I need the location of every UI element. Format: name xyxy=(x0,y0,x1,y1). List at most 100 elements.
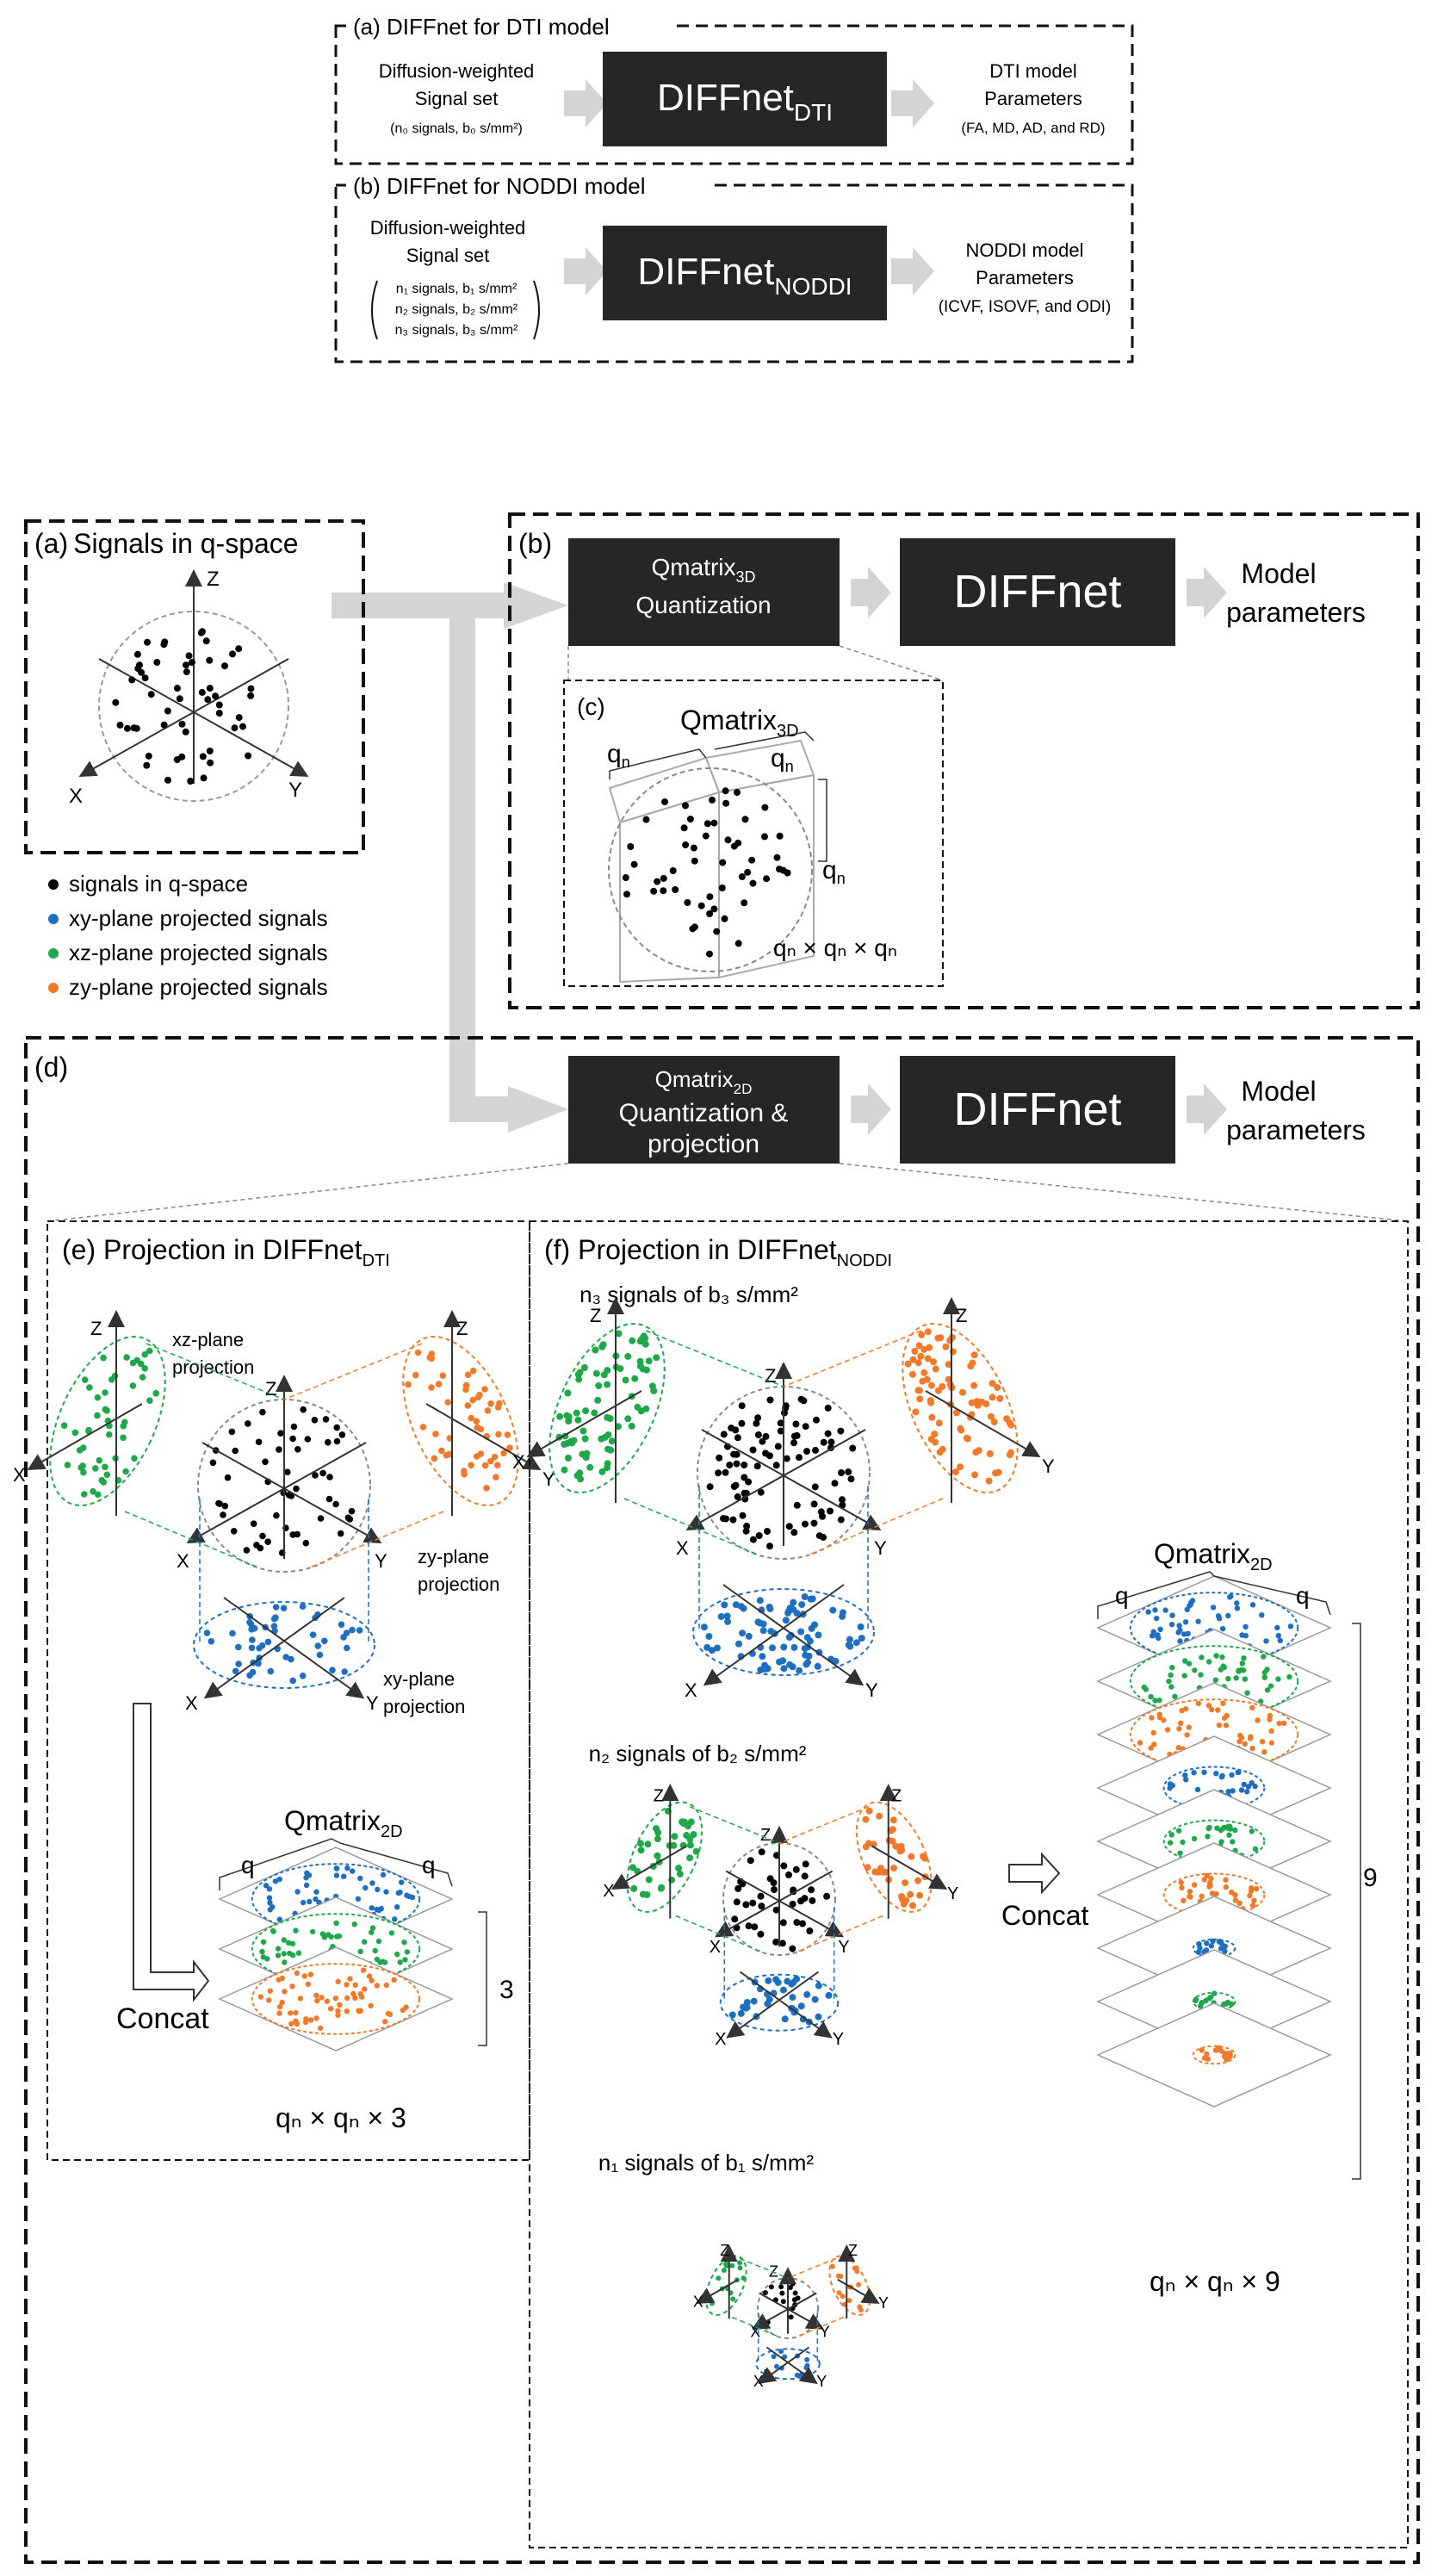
signal-dot xyxy=(372,1947,378,1954)
signal-dot xyxy=(970,1351,978,1359)
signal-dot xyxy=(1218,1946,1224,1952)
signal-dot xyxy=(802,1860,809,1868)
top-b-arrow-in xyxy=(564,247,607,295)
signal-dot xyxy=(94,1412,101,1419)
signal-dot xyxy=(248,1644,256,1652)
signal-dot xyxy=(288,2020,294,2027)
signal-dot xyxy=(307,1971,314,1977)
signal-dot xyxy=(898,1893,906,1900)
signal-dot xyxy=(640,1332,648,1340)
signal-dot xyxy=(1263,1638,1269,1644)
signal-dot xyxy=(749,1899,757,1907)
legend-dot-xy xyxy=(48,914,59,924)
signal-dot xyxy=(757,1930,765,1938)
signal-dot xyxy=(970,1381,978,1389)
signal-dot xyxy=(1150,1729,1156,1736)
signal-dot xyxy=(243,1547,251,1554)
signal-dot xyxy=(670,1841,678,1849)
signal-dot xyxy=(493,1474,499,1480)
signal-dot xyxy=(333,1437,341,1445)
qmatrix3d-qn-2: qn xyxy=(771,744,794,775)
signal-dot xyxy=(1204,1940,1210,1946)
signal-dot xyxy=(285,1940,292,1946)
signal-dot xyxy=(355,1896,362,1903)
signal-dot xyxy=(669,867,677,874)
signal-dot xyxy=(713,928,721,935)
signal-dot xyxy=(911,1348,919,1355)
signal-dot xyxy=(804,1659,811,1667)
signal-dot xyxy=(765,1996,773,2003)
signal-dot xyxy=(1198,1672,1204,1678)
signal-dot xyxy=(1195,1618,1201,1624)
shell3-label: n₃ signals of b₃ s/mm² xyxy=(579,1282,798,1307)
signal-dot xyxy=(907,1890,914,1898)
signal-dot xyxy=(208,1638,215,1645)
signal-dot xyxy=(294,2020,301,2027)
signal-dot xyxy=(145,752,152,760)
signal-dot xyxy=(338,1431,346,1438)
signal-dot xyxy=(801,1872,809,1880)
signal-dot xyxy=(1219,1654,1225,1660)
signal-dot xyxy=(754,1414,762,1422)
signal-dot xyxy=(778,1940,786,1947)
signal-dot xyxy=(986,1450,994,1457)
zy-projection xyxy=(402,1336,519,1506)
signal-dot xyxy=(706,910,714,917)
signal-dot xyxy=(741,1474,748,1481)
signal-dot xyxy=(988,1380,996,1387)
signal-dot xyxy=(1232,1897,1239,1903)
svg-text:Y: Y xyxy=(947,1884,958,1903)
signal-dot xyxy=(758,1848,765,1856)
signal-dot xyxy=(235,714,243,722)
axis-x-label: X xyxy=(750,2323,760,2340)
signal-dot xyxy=(246,1672,253,1679)
signal-dot xyxy=(178,720,186,728)
signal-dot xyxy=(825,1991,833,1999)
d-arrow-2 xyxy=(1187,1083,1227,1135)
signal-dot xyxy=(721,1601,728,1609)
signal-dot xyxy=(681,1818,688,1826)
signal-dot xyxy=(139,1374,146,1381)
signal-dot xyxy=(304,1870,310,1876)
signal-dot xyxy=(761,804,769,811)
signal-dot xyxy=(281,1937,287,1943)
signal-dot xyxy=(824,1404,832,1412)
signal-dot xyxy=(260,1939,267,1945)
signal-dot xyxy=(973,1398,981,1406)
signal-dot xyxy=(344,1644,350,1652)
signal-dot xyxy=(1223,1723,1230,1729)
xy-label-2: projection xyxy=(383,1696,465,1717)
signal-dot xyxy=(865,1807,873,1815)
signal-dot xyxy=(836,2273,841,2279)
signal-dot xyxy=(782,2354,788,2360)
signal-dot xyxy=(164,707,171,715)
signal-dot xyxy=(337,1530,344,1537)
signal-dot xyxy=(741,899,748,907)
signal-dot xyxy=(1281,1720,1287,1727)
legend-dot-qspace xyxy=(48,879,59,890)
signal-dot xyxy=(352,1982,358,1988)
signal-dot xyxy=(247,692,255,699)
signal-dot xyxy=(914,1877,922,1884)
signal-dot xyxy=(705,1633,713,1640)
signal-dot xyxy=(820,1438,827,1446)
signal-dot xyxy=(1152,1607,1158,1613)
signal-dot xyxy=(1207,1994,1214,2001)
signal-dot xyxy=(902,1879,909,1887)
signal-dot xyxy=(267,1900,273,1906)
signal-dot xyxy=(363,1884,369,1891)
signal-dot xyxy=(715,1469,722,1477)
nodinet-label: DIFFnetNODDI xyxy=(637,251,852,300)
diffnet-label-d: DIFFnet xyxy=(953,1083,1121,1135)
svg-text:X: X xyxy=(685,1679,697,1701)
signal-dot xyxy=(604,1445,611,1453)
signal-dot xyxy=(128,676,136,684)
signal-dot xyxy=(697,902,705,909)
signal-dot xyxy=(575,1375,583,1383)
signal-dot xyxy=(285,1492,293,1499)
signal-dot xyxy=(374,1956,381,1963)
signal-dot xyxy=(494,1404,502,1411)
signal-dot xyxy=(819,1512,826,1520)
